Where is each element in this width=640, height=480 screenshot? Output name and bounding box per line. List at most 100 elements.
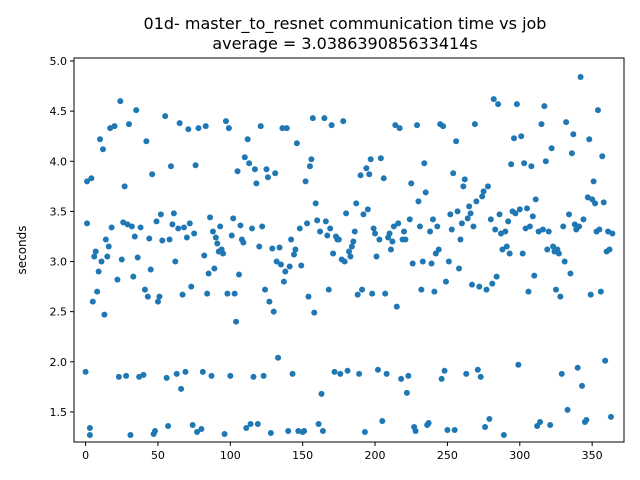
data-point	[398, 375, 405, 382]
data-point	[427, 228, 434, 235]
chart-title-line1: 01d- master_to_resnet communication time…	[144, 14, 547, 34]
data-point	[576, 223, 583, 230]
data-point	[249, 225, 256, 232]
data-point	[227, 372, 234, 379]
x-tick-label: 200	[365, 449, 386, 462]
data-point	[244, 136, 251, 143]
data-point	[117, 98, 124, 105]
data-point	[169, 221, 176, 228]
data-point	[228, 232, 235, 239]
data-point	[131, 233, 138, 240]
data-point	[221, 430, 228, 437]
data-point	[314, 217, 321, 224]
data-point	[194, 428, 201, 435]
data-point	[92, 248, 99, 255]
x-axis-ticks: 0 50 100 150 200 250 300 350	[82, 442, 603, 462]
data-point	[199, 368, 206, 375]
data-point	[241, 154, 248, 161]
data-point	[149, 171, 156, 178]
data-point	[597, 288, 604, 295]
data-point	[531, 272, 538, 279]
data-point	[243, 424, 250, 431]
data-point	[515, 361, 522, 368]
data-point	[282, 268, 289, 275]
data-point	[557, 293, 564, 300]
data-point	[306, 163, 313, 170]
data-point	[183, 234, 190, 241]
data-point	[415, 198, 422, 205]
data-point	[208, 372, 215, 379]
data-point	[185, 126, 192, 133]
data-point	[380, 175, 387, 182]
data-point	[157, 211, 164, 218]
data-point	[372, 230, 379, 237]
data-point	[84, 220, 91, 227]
data-point	[315, 420, 322, 427]
data-point	[257, 123, 264, 130]
data-point	[209, 228, 216, 235]
data-point	[312, 200, 319, 207]
data-point	[330, 250, 337, 257]
data-point	[408, 180, 415, 187]
y-tick-label: 3.5	[50, 205, 68, 218]
data-point	[402, 236, 409, 243]
data-point	[115, 373, 122, 380]
data-point	[121, 183, 128, 190]
data-point	[272, 170, 279, 177]
data-point	[335, 236, 342, 243]
data-point	[441, 367, 448, 374]
data-point	[544, 246, 551, 253]
data-point	[298, 262, 305, 269]
data-point	[126, 121, 132, 128]
data-point	[395, 220, 402, 227]
data-point	[473, 198, 480, 205]
data-point	[291, 251, 297, 258]
data-point	[191, 230, 198, 237]
data-point	[192, 162, 199, 169]
data-point	[324, 232, 331, 239]
data-point	[428, 260, 435, 267]
data-point	[541, 103, 548, 110]
data-point	[247, 420, 254, 427]
data-point	[162, 113, 169, 120]
data-point	[319, 427, 326, 434]
data-point	[105, 243, 112, 250]
data-point	[429, 216, 436, 223]
data-point	[490, 96, 497, 103]
data-point	[302, 178, 309, 185]
y-tick-label: 2.5	[50, 306, 68, 319]
data-point	[263, 166, 270, 173]
data-point	[95, 268, 102, 275]
data-point	[108, 224, 115, 231]
data-point	[88, 175, 95, 182]
data-point	[366, 171, 373, 178]
data-point	[600, 199, 607, 206]
data-point	[308, 156, 315, 163]
data-point	[495, 101, 502, 108]
data-point	[275, 354, 282, 361]
data-point	[519, 250, 526, 257]
data-point	[422, 189, 429, 196]
data-point	[341, 258, 348, 265]
data-point	[225, 125, 232, 132]
data-point	[373, 253, 380, 260]
data-point	[542, 158, 549, 165]
data-point	[444, 426, 451, 433]
data-point	[344, 367, 351, 374]
data-point	[513, 101, 520, 108]
data-point	[165, 422, 172, 429]
data-point	[309, 115, 316, 122]
data-point	[457, 236, 464, 243]
data-point	[418, 286, 425, 293]
data-point	[220, 250, 227, 257]
data-point	[311, 309, 318, 316]
data-point	[512, 210, 519, 217]
data-point	[123, 372, 130, 379]
data-point	[393, 303, 400, 310]
data-point	[369, 290, 376, 297]
data-point	[260, 372, 267, 379]
data-point	[458, 220, 465, 227]
data-point	[470, 223, 477, 230]
data-point	[442, 278, 449, 285]
